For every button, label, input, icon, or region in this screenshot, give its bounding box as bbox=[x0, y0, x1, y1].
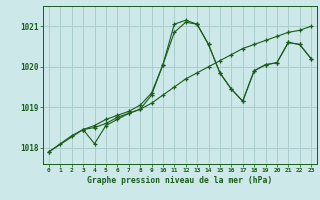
X-axis label: Graphe pression niveau de la mer (hPa): Graphe pression niveau de la mer (hPa) bbox=[87, 176, 273, 185]
